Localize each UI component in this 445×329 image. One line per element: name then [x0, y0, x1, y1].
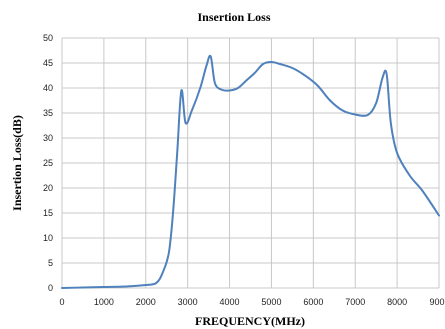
x-tick-label: 6000	[303, 297, 323, 307]
y-tick-label: 5	[48, 258, 53, 268]
x-tick-label: 1000	[94, 297, 114, 307]
x-axis-label: FREQUENCY(MHz)	[195, 314, 305, 328]
y-tick-label: 35	[43, 108, 53, 118]
y-tick-label: 40	[43, 83, 53, 93]
x-axis-ticks: 0 1000 2000 3000 4000 5000 6000 7000 8000 900	[59, 297, 444, 307]
gridlines	[61, 37, 440, 289]
y-tick-label: 20	[43, 183, 53, 193]
x-tick-label: 2000	[136, 297, 156, 307]
x-tick-label: 900	[429, 297, 444, 307]
x-tick-label: 3000	[178, 297, 198, 307]
x-tick-label: 0	[59, 297, 64, 307]
x-tick-label: 7000	[345, 297, 365, 307]
y-tick-label: 30	[43, 133, 53, 143]
y-tick-label: 25	[43, 158, 53, 168]
y-tick-label: 0	[48, 283, 53, 293]
series-line	[61, 54, 440, 289]
x-tick-label: 8000	[387, 297, 407, 307]
y-axis-label: Insertion Loss(dB)	[10, 115, 24, 211]
y-tick-label: 50	[43, 33, 53, 43]
x-tick-label: 5000	[261, 297, 281, 307]
y-tick-label: 45	[43, 58, 53, 68]
x-tick-label: 4000	[220, 297, 240, 307]
y-axis-ticks: 0 5 10 15 20 25 30 35 40 45 50	[43, 33, 53, 293]
y-tick-label: 10	[43, 233, 53, 243]
y-tick-label: 15	[43, 208, 53, 218]
chart-title: Insertion Loss	[197, 10, 270, 24]
